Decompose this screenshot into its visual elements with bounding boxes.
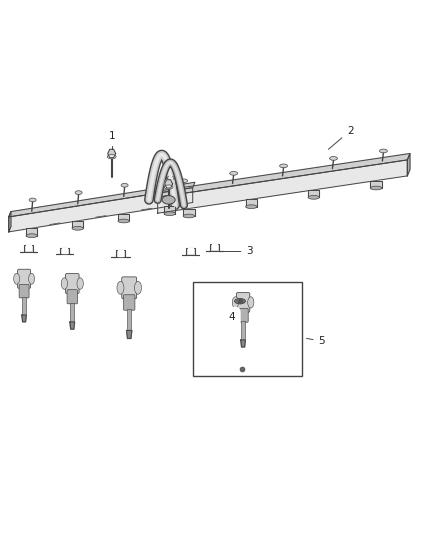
Polygon shape (407, 154, 410, 176)
Bar (22, 297, 26, 315)
Text: 2: 2 (347, 126, 354, 135)
Ellipse shape (230, 172, 237, 175)
Ellipse shape (77, 278, 83, 289)
Ellipse shape (279, 164, 287, 168)
Polygon shape (22, 315, 26, 322)
Ellipse shape (235, 298, 245, 304)
Ellipse shape (14, 273, 20, 284)
Polygon shape (165, 180, 173, 188)
Polygon shape (241, 340, 245, 347)
Polygon shape (56, 247, 74, 254)
Polygon shape (182, 248, 199, 255)
Polygon shape (246, 199, 257, 207)
Polygon shape (26, 228, 37, 236)
FancyBboxPatch shape (237, 293, 250, 312)
Ellipse shape (75, 191, 82, 195)
Polygon shape (111, 251, 130, 257)
FancyBboxPatch shape (19, 285, 29, 298)
Polygon shape (188, 248, 193, 253)
Polygon shape (371, 181, 382, 188)
Bar (193, 282, 302, 376)
Ellipse shape (61, 278, 67, 289)
Ellipse shape (308, 196, 319, 199)
FancyBboxPatch shape (124, 295, 135, 310)
Polygon shape (118, 214, 130, 221)
Polygon shape (206, 244, 223, 251)
Polygon shape (164, 206, 175, 214)
Text: 1: 1 (108, 131, 115, 141)
Polygon shape (26, 245, 31, 250)
Bar (241, 321, 245, 340)
FancyBboxPatch shape (67, 290, 78, 304)
Polygon shape (9, 182, 195, 217)
Text: 5: 5 (318, 336, 325, 346)
Polygon shape (158, 160, 407, 213)
Polygon shape (212, 244, 217, 249)
Bar (127, 309, 131, 330)
Text: 4: 4 (229, 312, 236, 322)
Text: 3: 3 (246, 246, 253, 255)
Ellipse shape (180, 179, 187, 183)
Polygon shape (9, 212, 11, 232)
Polygon shape (158, 154, 410, 197)
Ellipse shape (134, 281, 141, 294)
Polygon shape (183, 208, 194, 216)
Ellipse shape (28, 273, 35, 284)
Ellipse shape (183, 214, 194, 218)
Ellipse shape (29, 198, 36, 202)
Ellipse shape (164, 185, 173, 189)
Ellipse shape (329, 157, 337, 160)
Polygon shape (9, 188, 193, 232)
Polygon shape (127, 330, 132, 338)
Ellipse shape (107, 155, 116, 159)
Ellipse shape (248, 297, 254, 308)
Polygon shape (20, 245, 37, 252)
Ellipse shape (118, 219, 130, 223)
Polygon shape (308, 190, 319, 197)
FancyBboxPatch shape (65, 273, 79, 294)
Polygon shape (72, 221, 83, 228)
FancyBboxPatch shape (238, 309, 248, 322)
Ellipse shape (162, 196, 175, 204)
Ellipse shape (72, 227, 83, 230)
FancyBboxPatch shape (122, 277, 137, 298)
Ellipse shape (371, 186, 382, 190)
Polygon shape (70, 322, 74, 329)
FancyBboxPatch shape (18, 269, 31, 288)
Ellipse shape (167, 176, 174, 180)
Ellipse shape (246, 205, 257, 208)
Polygon shape (62, 247, 67, 253)
Ellipse shape (121, 183, 128, 187)
Polygon shape (108, 149, 116, 158)
Ellipse shape (164, 212, 175, 215)
Ellipse shape (117, 281, 124, 294)
Ellipse shape (379, 149, 387, 153)
Ellipse shape (232, 297, 238, 308)
Bar (70, 303, 74, 322)
Ellipse shape (26, 234, 37, 238)
Polygon shape (118, 251, 123, 256)
